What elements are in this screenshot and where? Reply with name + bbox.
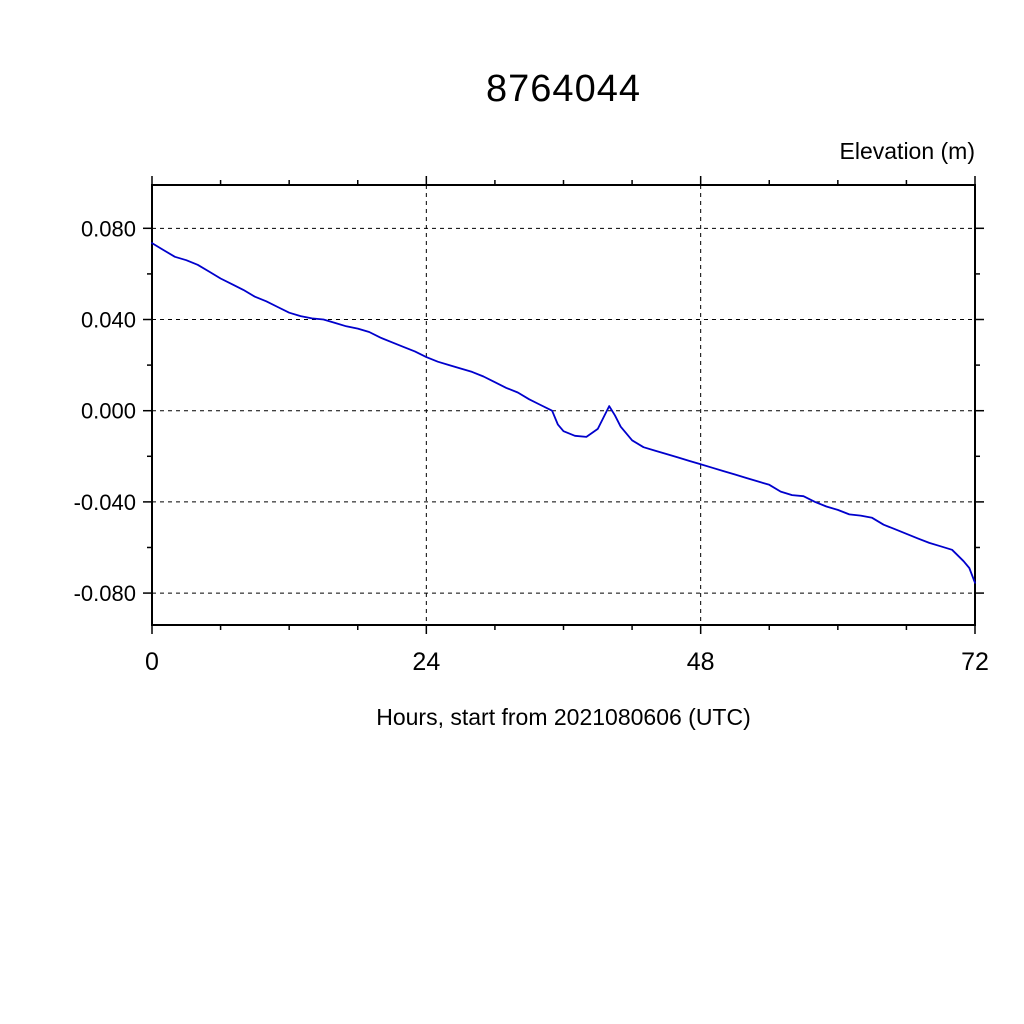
x-tick-label: 0 <box>145 648 159 676</box>
y-tick-label: 0.040 <box>81 308 136 333</box>
x-tick-label: 72 <box>961 648 989 676</box>
y-tick-label: 0.000 <box>81 399 136 424</box>
y-tick-label: -0.080 <box>74 581 136 606</box>
elevation-line <box>151 242 976 584</box>
y-tick-label: -0.040 <box>74 490 136 515</box>
x-tick-label: 24 <box>412 648 440 676</box>
x-axis-label: Hours, start from 2021080606 (UTC) <box>376 704 751 730</box>
plot-frame <box>151 184 976 626</box>
x-tick-label: 48 <box>687 648 715 676</box>
y-axis-header: Elevation (m) <box>839 138 975 164</box>
y-tick-label: 0.080 <box>81 216 136 241</box>
chart-title: 8764044 <box>486 68 641 110</box>
